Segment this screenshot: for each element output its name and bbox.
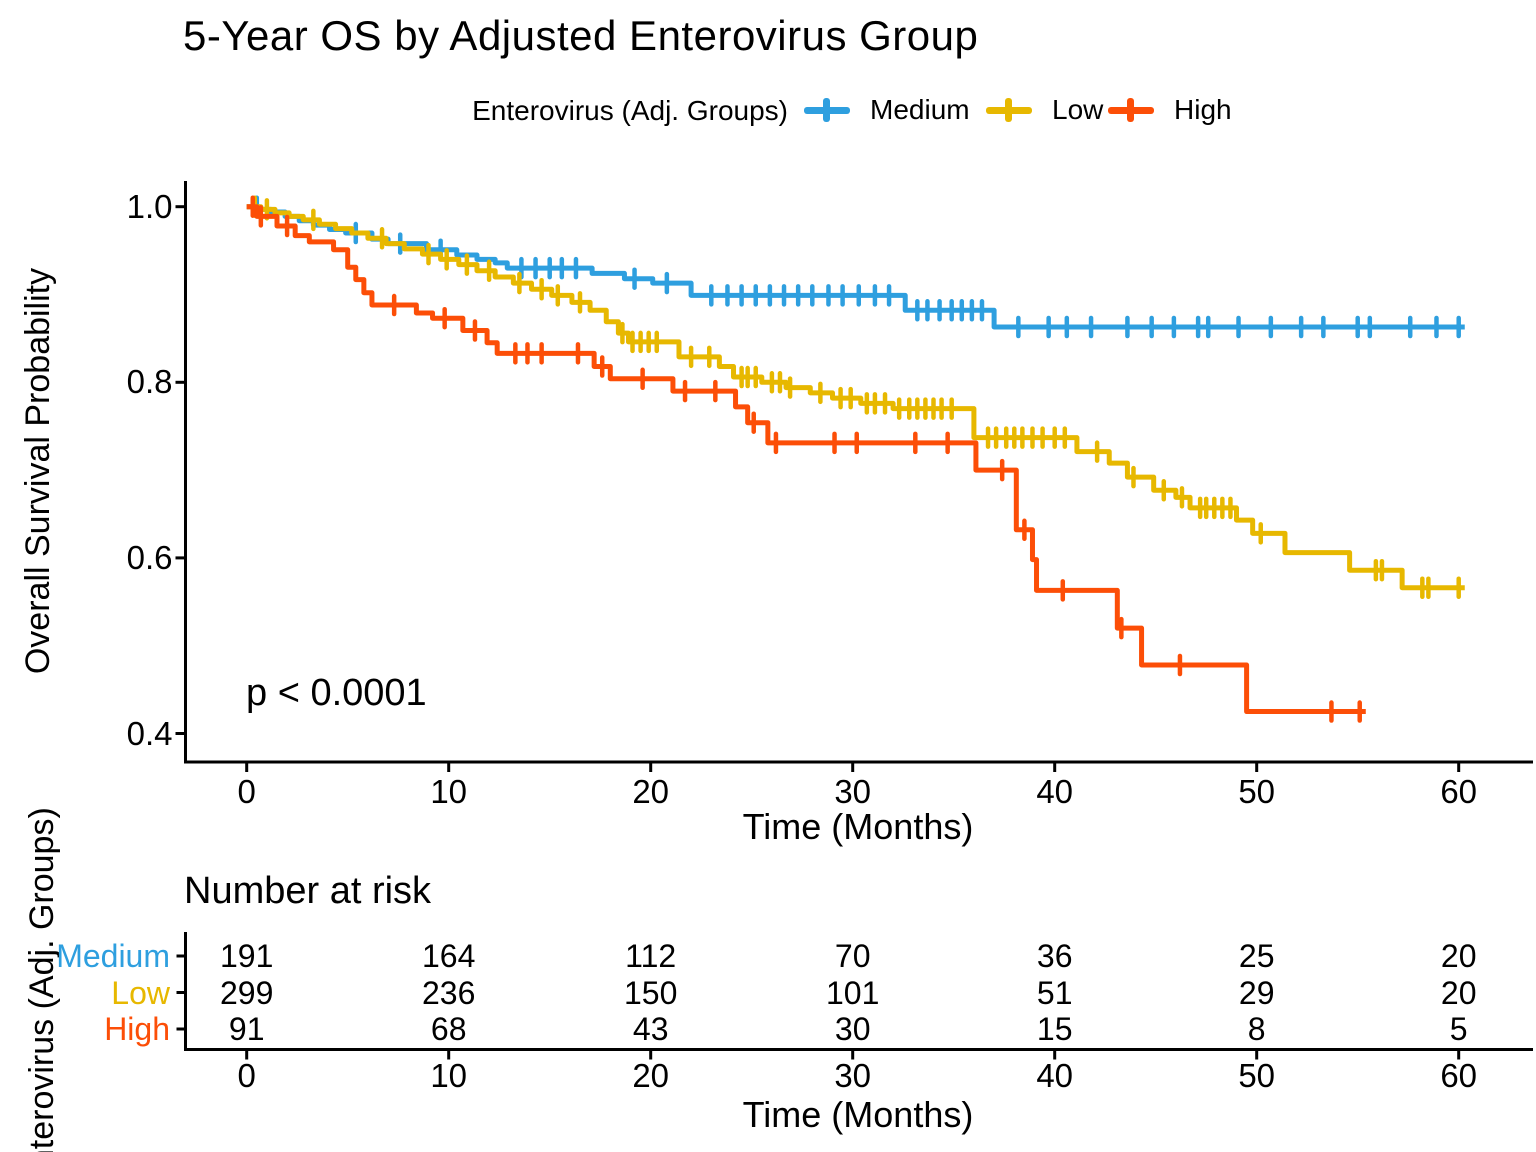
risk-x-tick-label: 60 [1440, 1057, 1478, 1094]
y-tick-label: 0.4 [126, 714, 173, 752]
medium-key-icon [804, 98, 850, 122]
censor-marks-medium [254, 195, 1461, 339]
risk-count: 68 [430, 1011, 467, 1047]
risk-count: 91 [228, 1011, 265, 1047]
y-tick-label: 1.0 [126, 187, 173, 225]
risk-count: 101 [825, 974, 880, 1011]
x-tick-label: 50 [1238, 773, 1276, 810]
risk-count: 36 [1036, 938, 1073, 974]
risk-count: 30 [834, 1011, 871, 1047]
risk-count: 51 [1036, 974, 1073, 1011]
risk-count: 150 [623, 974, 678, 1011]
km-curve-medium [246, 204, 1465, 330]
risk-table-title: Number at risk [184, 870, 432, 912]
censor-marks-low [252, 195, 1461, 600]
risk-table-y-axis-title: Enterovirus (Adj. Groups) [23, 807, 61, 1152]
risk-x-tick-label: 30 [834, 1057, 872, 1094]
legend-item-medium: Medium [804, 88, 970, 132]
high-key-icon [1108, 98, 1154, 122]
risk-count: 164 [421, 938, 476, 974]
risk-x-tick-label: 0 [237, 1057, 256, 1094]
x-axis-title: Time (Months) [742, 806, 974, 847]
x-tick-label: 10 [430, 773, 468, 810]
risk-count: 70 [834, 938, 871, 974]
risk-count: 236 [421, 974, 476, 1011]
y-axis-title: Overall Survival Probability [19, 267, 57, 675]
legend-item-high: High [1108, 88, 1232, 132]
risk-x-tick-label: 10 [430, 1057, 468, 1094]
risk-row-label-high: High [104, 1011, 170, 1047]
pvalue-annotation: p < 0.0001 [246, 672, 427, 714]
km-curve-high [246, 204, 1366, 715]
risk-count: 29 [1238, 974, 1275, 1011]
x-tick-label: 20 [632, 773, 670, 810]
legend-item-low: Low [986, 88, 1103, 132]
risk-count: 299 [219, 974, 274, 1011]
legend-item-label: Medium [870, 94, 970, 125]
x-tick-label: 60 [1440, 773, 1478, 810]
page-title: 5-Year OS by Adjusted Enterovirus Group [183, 12, 979, 59]
risk-count: 15 [1036, 1011, 1073, 1047]
censor-marks-high [250, 195, 1362, 723]
risk-count: 112 [625, 938, 677, 974]
risk-x-tick-label: 40 [1036, 1057, 1074, 1094]
x-tick-label: 0 [237, 773, 256, 810]
risk-count: 20 [1440, 938, 1477, 974]
x-tick-label: 40 [1036, 773, 1074, 810]
low-key-icon [986, 98, 1032, 122]
legend-title: Enterovirus (Adj. Groups) [472, 95, 788, 126]
risk-count: 191 [219, 938, 274, 974]
risk-table-x-axis-title: Time (Months) [742, 1094, 974, 1135]
legend-item-label: High [1174, 94, 1232, 125]
risk-count: 20 [1440, 974, 1477, 1011]
legend-item-label: Low [1052, 94, 1104, 125]
x-tick-label: 30 [834, 773, 872, 810]
risk-count: 8 [1247, 1011, 1266, 1047]
risk-x-tick-label: 50 [1238, 1057, 1276, 1094]
y-tick-label: 0.8 [126, 363, 173, 401]
risk-row-label-low: Low [111, 974, 170, 1011]
risk-row-label-medium: Medium [56, 938, 170, 974]
risk-count: 5 [1449, 1011, 1468, 1047]
risk-count: 25 [1238, 938, 1275, 974]
risk-x-tick-label: 20 [632, 1057, 670, 1094]
y-tick-label: 0.6 [126, 538, 173, 576]
risk-count: 43 [632, 1011, 669, 1047]
